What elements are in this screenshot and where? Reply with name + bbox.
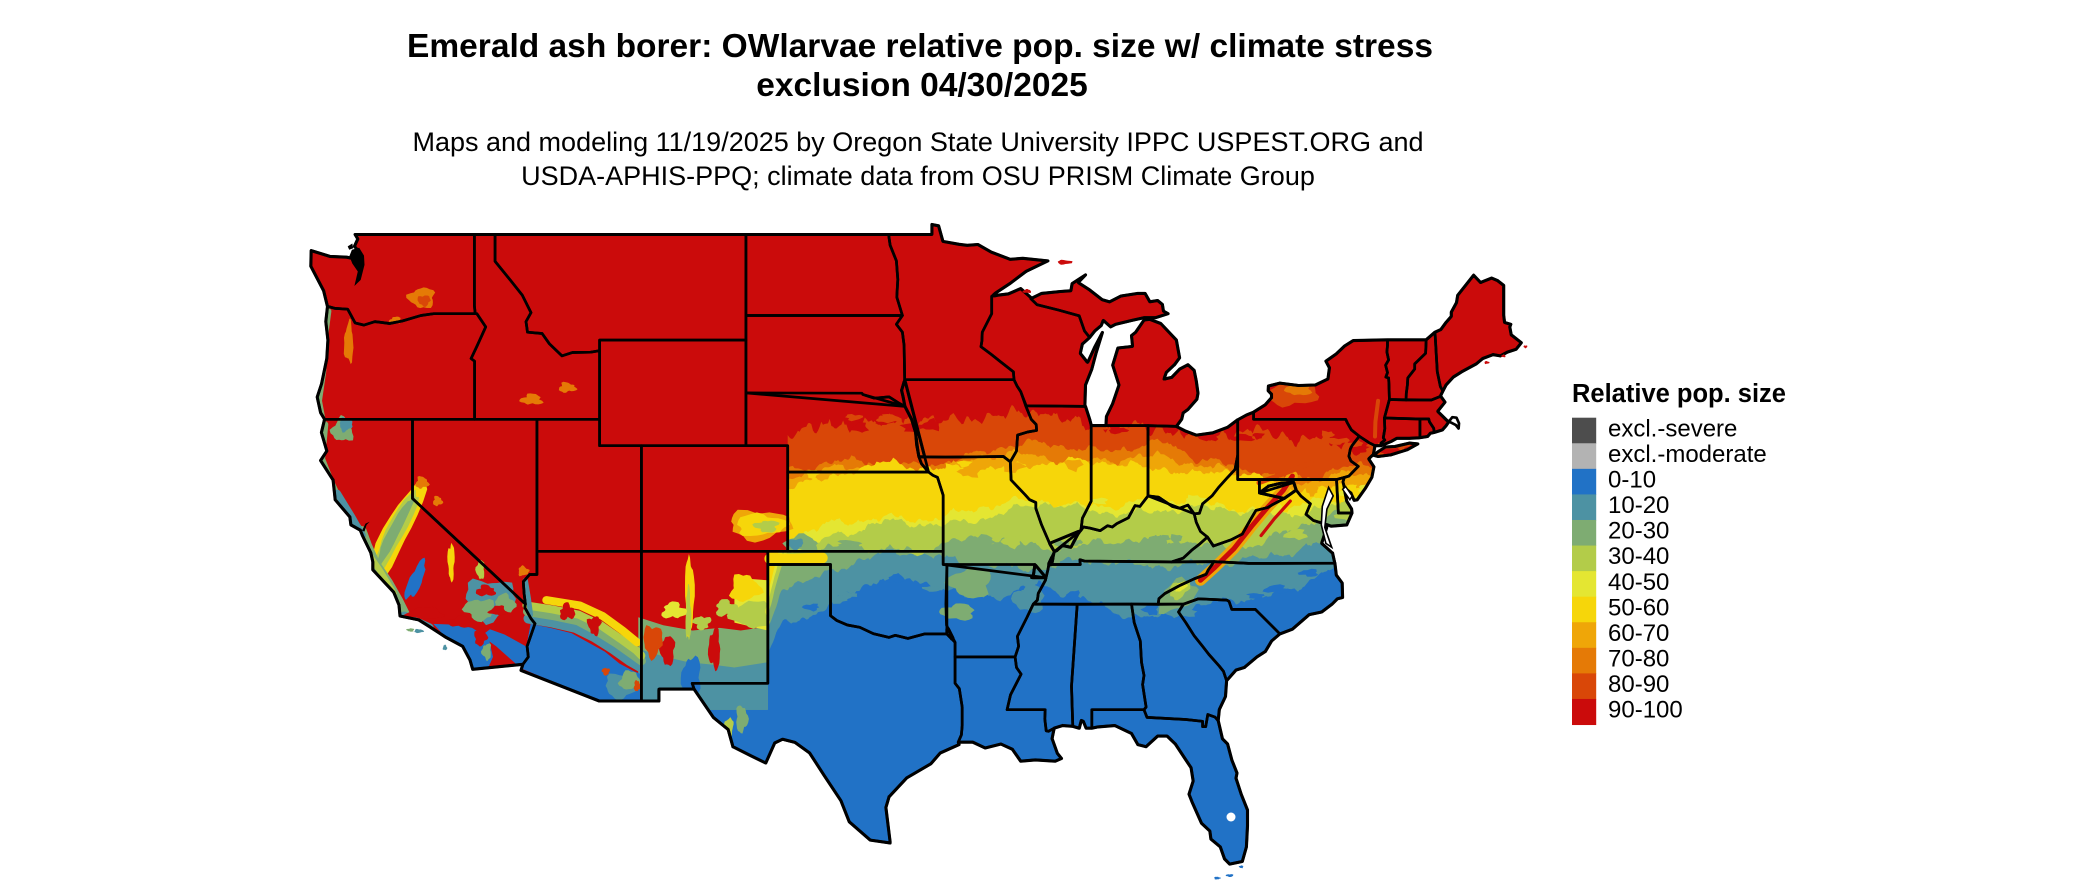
svg-text:20-30: 20-30 bbox=[1608, 518, 1669, 545]
svg-text:Emerald ash borer: OWlarvae re: Emerald ash borer: OWlarvae relative pop… bbox=[407, 28, 1433, 65]
svg-text:0-10: 0-10 bbox=[1608, 467, 1656, 494]
svg-text:40-50: 40-50 bbox=[1608, 569, 1669, 596]
svg-text:Relative pop. size: Relative pop. size bbox=[1572, 380, 1786, 408]
svg-text:10-20: 10-20 bbox=[1608, 492, 1669, 519]
svg-text:excl.-moderate: excl.-moderate bbox=[1608, 441, 1767, 468]
svg-text:30-40: 30-40 bbox=[1608, 543, 1669, 570]
svg-text:80-90: 80-90 bbox=[1608, 671, 1669, 698]
svg-text:exclusion 04/30/2025: exclusion 04/30/2025 bbox=[756, 67, 1088, 104]
svg-text:60-70: 60-70 bbox=[1608, 620, 1669, 647]
svg-text:USDA-APHIS-PPQ; climate data f: USDA-APHIS-PPQ; climate data from OSU PR… bbox=[521, 161, 1315, 191]
svg-text:50-60: 50-60 bbox=[1608, 594, 1669, 621]
svg-text:excl.-severe: excl.-severe bbox=[1608, 415, 1737, 442]
svg-text:90-100: 90-100 bbox=[1608, 697, 1683, 724]
svg-text:Maps and modeling 11/19/2025 b: Maps and modeling 11/19/2025 by Oregon S… bbox=[412, 127, 1423, 157]
svg-text:70-80: 70-80 bbox=[1608, 646, 1669, 673]
